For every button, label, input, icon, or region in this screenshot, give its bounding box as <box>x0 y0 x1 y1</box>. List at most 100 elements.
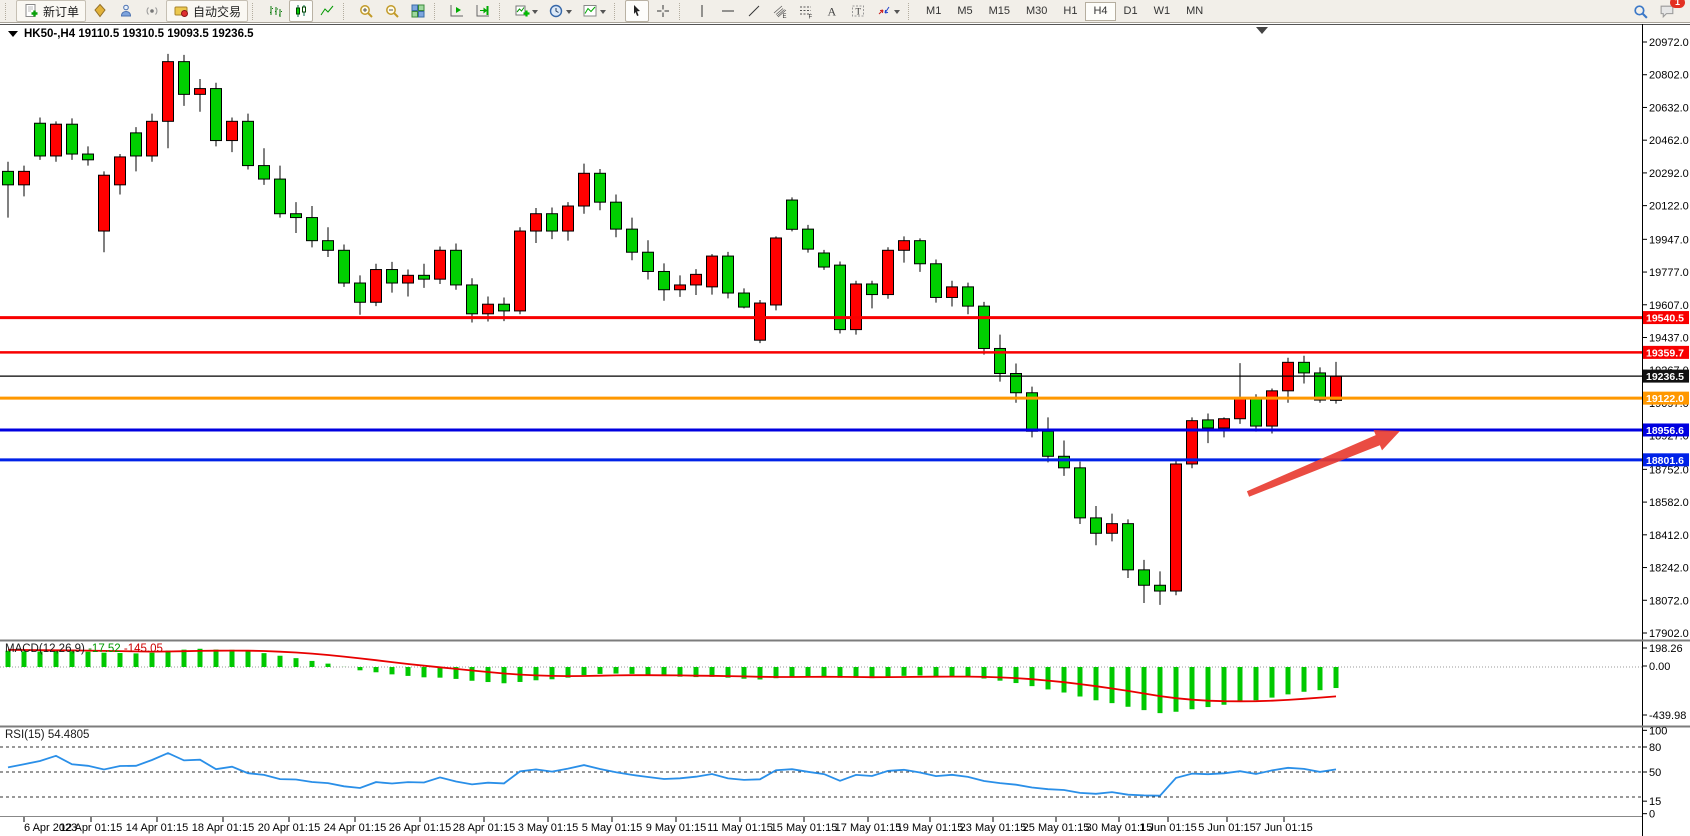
text-button[interactable]: A <box>820 0 844 22</box>
separator <box>614 2 620 20</box>
candle-body <box>850 283 862 331</box>
zoom-out-button[interactable] <box>380 0 404 22</box>
candle-body <box>1218 418 1230 429</box>
dropdown-caret <box>566 9 573 17</box>
chart-shift-button[interactable] <box>445 0 469 22</box>
separator <box>908 2 914 20</box>
candle-body <box>994 347 1006 374</box>
timeframe-m15[interactable]: M15 <box>988 4 1010 17</box>
time-tick-label: 20 Apr 01:15 <box>258 822 320 834</box>
candlestick-chart-button[interactable] <box>289 0 314 22</box>
price-badge-label: 19359.7 <box>1646 347 1684 359</box>
candle-body <box>114 156 126 186</box>
timeframe-m5[interactable]: M5 <box>957 4 973 17</box>
line-chart-icon <box>320 5 334 16</box>
new-order-button[interactable]: 新订单 <box>16 0 87 22</box>
candle-body <box>706 255 718 288</box>
arrows-button[interactable] <box>872 0 904 22</box>
indicators-button[interactable] <box>578 0 610 22</box>
timeframe-m30[interactable]: M30 <box>1026 4 1048 17</box>
timeframe-d1[interactable]: D1 <box>1123 4 1138 17</box>
timeframe-h1[interactable]: H1 <box>1063 4 1078 17</box>
new-order-label: 新订单 <box>43 4 80 19</box>
fibonacci-button[interactable]: F <box>794 0 818 22</box>
signals-button[interactable] <box>140 0 164 22</box>
price-badge <box>1643 311 1689 325</box>
time-tick-label: 7 Jun 01:15 <box>1255 822 1313 834</box>
equidistant-channel-button[interactable]: E <box>768 0 792 22</box>
horizontal-line-button[interactable] <box>716 0 740 22</box>
time-tick-label: 1 Jun 01:15 <box>1139 822 1197 834</box>
candle-body <box>162 61 174 122</box>
new-order-icon <box>25 4 38 17</box>
trend-arrow-annotation[interactable] <box>1246 430 1400 497</box>
price-badge <box>1643 369 1689 383</box>
vertical-line-button[interactable] <box>690 0 714 22</box>
price-badge-label: 18801.6 <box>1646 455 1684 467</box>
timeframe-w1[interactable]: W1 <box>1153 4 1171 17</box>
candle-body <box>194 88 206 95</box>
new-chart-button[interactable] <box>510 0 542 22</box>
fibonacci-icon: F <box>800 6 813 19</box>
alerts-button[interactable] <box>88 0 112 22</box>
cursor-button[interactable] <box>625 0 650 22</box>
macd-signal-line <box>7 648 1337 703</box>
crosshair-button[interactable] <box>651 0 675 22</box>
candle-body <box>930 263 942 298</box>
candle-body <box>18 170 30 186</box>
trendline-icon <box>748 5 760 17</box>
time-tick-label: 12 Apr 01:15 <box>60 822 122 834</box>
candle-body <box>354 282 366 303</box>
candle-body <box>418 274 430 280</box>
rsi-label: RSI(15) 54.4805 <box>5 729 89 741</box>
candle-body <box>658 270 670 291</box>
candle-body <box>34 122 46 157</box>
candle-body <box>514 230 526 312</box>
candle-body <box>578 172 590 207</box>
cursor-icon <box>634 5 641 16</box>
time-tick-label: 6 Apr 2023 <box>24 822 77 834</box>
candle-body <box>754 302 766 341</box>
time-tick-label: 3 May 01:15 <box>518 822 579 834</box>
clock-icon <box>549 4 563 18</box>
search-button[interactable] <box>1628 0 1653 22</box>
separator <box>252 2 258 20</box>
auto-trading-button[interactable]: 自动交易 <box>166 0 249 22</box>
candle-body <box>1058 455 1070 469</box>
timeframe-m1[interactable]: M1 <box>926 4 942 17</box>
auto-scroll-button[interactable] <box>471 0 495 22</box>
symbol-dropdown-icon[interactable] <box>8 31 18 37</box>
price-tick-label: 19777.0 <box>1649 267 1689 279</box>
zoom-in-button[interactable] <box>354 0 378 22</box>
period-button[interactable] <box>544 0 576 22</box>
trendline-button[interactable] <box>742 0 766 22</box>
timeframe-mn[interactable]: MN <box>1186 4 1204 17</box>
text-label-button[interactable]: T <box>846 0 870 22</box>
candle-body <box>738 292 750 308</box>
text-icon: A <box>828 5 837 19</box>
price-tick-label: 19607.0 <box>1649 300 1689 312</box>
zoom-in-icon <box>360 5 373 18</box>
timeframe-h4[interactable]: H4 <box>1085 1 1116 21</box>
auto-trading-label: 自动交易 <box>193 4 242 19</box>
candle-body <box>1042 430 1054 457</box>
bar-chart-button[interactable] <box>263 0 287 22</box>
candle-body <box>626 228 638 253</box>
svg-text:T: T <box>856 7 862 17</box>
rsi-tick-label: 0 <box>1649 809 1655 821</box>
tile-windows-button[interactable] <box>406 0 430 22</box>
horizontal-line-icon <box>722 10 735 12</box>
time-tick-label: 17 May 01:15 <box>835 822 902 834</box>
community-button[interactable] <box>114 0 138 22</box>
candle-body <box>690 273 702 286</box>
line-chart-button[interactable] <box>315 0 339 22</box>
chart-shift-marker[interactable] <box>1256 27 1268 34</box>
candle-body <box>802 228 814 250</box>
candle-body <box>242 120 254 167</box>
arrows-icon <box>878 6 890 15</box>
indicators-icon <box>583 5 597 17</box>
candle-body <box>530 213 542 232</box>
candle-body <box>2 170 14 186</box>
notifications-button[interactable]: 1 <box>1655 0 1685 22</box>
